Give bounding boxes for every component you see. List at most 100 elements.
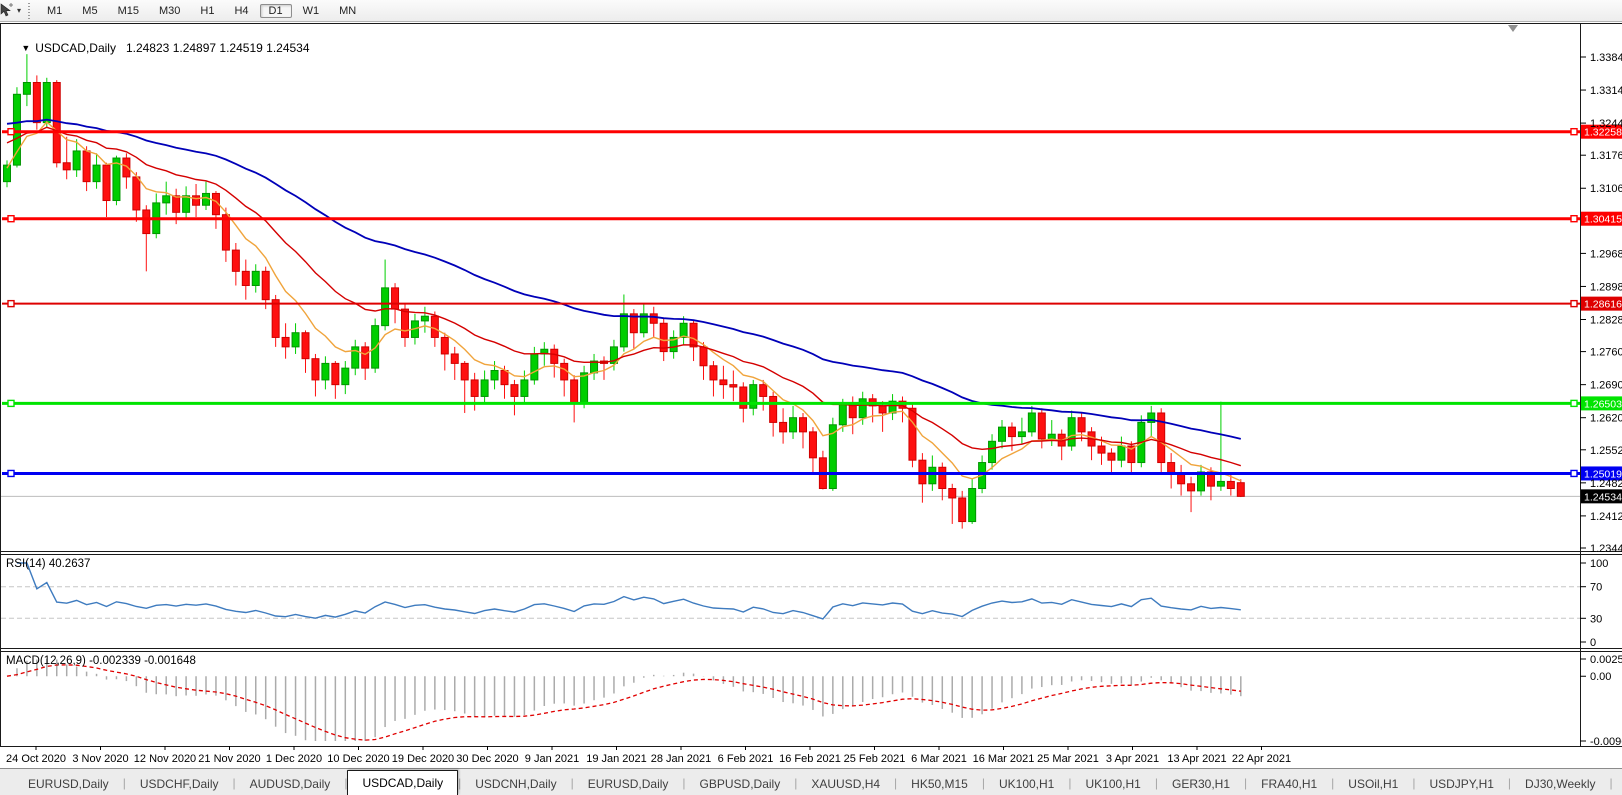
chart-tab-usdchf-daily[interactable]: USDCHF,Daily: [139, 777, 219, 791]
svg-text:100: 100: [1590, 558, 1608, 570]
hline-1.30415[interactable]: 1.30415: [2, 211, 1622, 226]
timeframe-button-d1[interactable]: D1: [259, 4, 292, 18]
svg-text:1.29680: 1.29680: [1590, 248, 1622, 260]
chart-tab-china300-h1[interactable]: CHINA300,H1: [1613, 774, 1622, 795]
timeframe-buttons: M1 M5 M15 M30 H1 H4 D1 W1 MN: [37, 1, 366, 20]
tab-separator: |: [1609, 776, 1613, 790]
ma-line-20[interactable]: [6, 126, 1242, 467]
macd-panel: 0.00258 0.00 -0.009687: [6, 654, 1622, 748]
svg-text:22 Apr 2021: 22 Apr 2021: [1232, 753, 1291, 765]
svg-text:1.33140: 1.33140: [1590, 85, 1622, 97]
svg-text:1.27600: 1.27600: [1590, 347, 1622, 359]
timeframe-button-mn[interactable]: MN: [339, 5, 357, 17]
chart-tab-gbpusd-daily[interactable]: GBPUSD,Daily: [699, 777, 781, 791]
svg-text:6 Feb 2021: 6 Feb 2021: [718, 753, 774, 765]
chart-tab-uk100-h1[interactable]: UK100,H1: [998, 777, 1055, 791]
svg-text:1.28980: 1.28980: [1590, 281, 1622, 293]
chart-tab-dj30-weekly[interactable]: DJ30,Weekly: [1525, 777, 1596, 791]
toolbar-grip-handle[interactable]: [27, 2, 33, 19]
tab-separator: |: [1068, 776, 1072, 790]
svg-text:70: 70: [1590, 582, 1602, 594]
svg-text:0.00258: 0.00258: [1590, 654, 1622, 666]
tab-separator: |: [1507, 776, 1512, 790]
chart-menu-caret-icon[interactable]: ▼: [21, 43, 31, 53]
hline-1.25019[interactable]: 1.25019: [2, 466, 1622, 481]
quote-high: 1.24897: [172, 41, 217, 55]
svg-text:9 Jan 2021: 9 Jan 2021: [525, 753, 579, 765]
macd-label: MACD(12,26,9) -0.002339 -0.001648: [6, 655, 196, 667]
tab-separator: |: [122, 776, 126, 790]
svg-text:3 Nov 2020: 3 Nov 2020: [72, 753, 128, 765]
price-axis[interactable]: 1.33840 1.33140 1.32440 1.31760 1.31060 1.296…: [1580, 52, 1622, 555]
svg-text:19 Jan 2021: 19 Jan 2021: [586, 753, 647, 765]
tab-separator: |: [458, 776, 462, 790]
quote-low: 1.24519: [219, 41, 263, 55]
chart-tab-ger30-h1[interactable]: GER30,H1: [1171, 777, 1231, 791]
quote-close: 1.24534: [266, 41, 310, 55]
svg-text:1.23440: 1.23440: [1590, 543, 1622, 555]
timeframe-button-h4[interactable]: H4: [234, 5, 249, 17]
svg-text:30 Dec 2020: 30 Dec 2020: [456, 753, 518, 765]
svg-text:10 Dec 2020: 10 Dec 2020: [327, 753, 389, 765]
tab-separator: |: [570, 776, 574, 790]
panel-borders: [0, 23, 1622, 747]
chart-tab-fra40-h1[interactable]: FRA40,H1: [1261, 777, 1318, 791]
tab-separator: |: [232, 776, 236, 790]
timeframe-button-h1[interactable]: H1: [200, 5, 215, 17]
timeframe-button-m30[interactable]: M30: [158, 5, 181, 17]
hline-1.28616[interactable]: 1.28616: [2, 296, 1622, 311]
time-axis[interactable]: 24 Oct 2020 3 Nov 2020 12 Nov 2020 21 Nov 2…: [6, 746, 1291, 765]
chart-tab-eurusd-daily[interactable]: EURUSD,Daily: [587, 777, 669, 791]
chart-canvas[interactable]: 1.322581.304151.286161.265031.250191.338…: [0, 22, 1622, 768]
hline-1.26503[interactable]: 1.26503: [2, 396, 1622, 411]
rsi-label: RSI(14) 40.2637: [6, 558, 91, 570]
chart-tab-eurusd-daily[interactable]: EURUSD,Daily: [28, 777, 109, 791]
timeframe-button-m5[interactable]: M5: [82, 5, 98, 17]
svg-text:12 Nov 2020: 12 Nov 2020: [134, 753, 196, 765]
chart-tab-uk100-h1[interactable]: UK100,H1: [1085, 777, 1141, 791]
chart-symbol-label: USDCAD,Daily: [35, 41, 116, 55]
svg-text:1.28616: 1.28616: [1584, 299, 1622, 311]
tab-separator: |: [1412, 776, 1416, 790]
svg-text:1.26503: 1.26503: [1584, 398, 1622, 410]
current-price-tag: 1.24534: [1581, 489, 1622, 504]
tab-separator: |: [1244, 776, 1248, 790]
chart-tab-xauusd-h4[interactable]: XAUUSD,H4: [811, 777, 881, 791]
timeframe-toolbar: ▾ M1 M5 M15 M30 H1 H4 D1 W1 MN: [0, 0, 1622, 22]
timeframe-button-m15[interactable]: M15: [117, 5, 139, 17]
chart-tab-usdcad-daily[interactable]: USDCAD,Daily: [347, 770, 459, 795]
svg-text:1.24120: 1.24120: [1590, 511, 1622, 523]
svg-text:1.24534: 1.24534: [1584, 491, 1622, 503]
chart-tab-usdcnh-daily[interactable]: USDCNH,Daily: [475, 777, 557, 791]
chart-tab-usdjpy-h1[interactable]: USDJPY,H1: [1429, 777, 1494, 791]
rsi-panel: 100 70 30 0: [1, 558, 1608, 649]
tab-separator: |: [344, 776, 348, 790]
svg-text:1.25520: 1.25520: [1590, 445, 1622, 457]
cursor-dropdown-caret-icon[interactable]: ▾: [17, 6, 22, 15]
tab-separator: |: [981, 776, 985, 790]
svg-text:1.32440: 1.32440: [1590, 118, 1622, 130]
chart-tab-usoil-h1[interactable]: USOil,H1: [1348, 777, 1399, 791]
crosshair-cursor-icon[interactable]: [0, 2, 16, 20]
candlestick-series: [3, 54, 1245, 529]
svg-text:21 Nov 2020: 21 Nov 2020: [198, 753, 260, 765]
timeframe-button-w1[interactable]: W1: [302, 5, 320, 17]
tab-separator: |: [894, 776, 898, 790]
svg-text:1.31060: 1.31060: [1590, 183, 1622, 195]
svg-text:30: 30: [1590, 613, 1602, 625]
tab-separator: |: [1154, 776, 1158, 790]
svg-text:24 Oct 2020: 24 Oct 2020: [6, 753, 66, 765]
hline-1.32258[interactable]: 1.32258: [2, 124, 1622, 139]
chart-tab-audusd-daily[interactable]: AUDUSD,Daily: [249, 777, 331, 791]
chart-tab-hk50-m15[interactable]: HK50,M15: [911, 777, 968, 791]
svg-text:1.26900: 1.26900: [1590, 380, 1622, 392]
chart-header: ▼ USDCAD,Daily 1.24823 1.24897 1.24519 1.2…: [8, 27, 310, 69]
timeframe-button-m1[interactable]: M1: [47, 5, 63, 17]
svg-text:1.24820: 1.24820: [1590, 478, 1622, 490]
ma-line-50[interactable]: [6, 118, 1242, 440]
quote-open: 1.24823: [125, 41, 170, 55]
tab-separator: |: [794, 776, 798, 790]
svg-text:25 Mar 2021: 25 Mar 2021: [1037, 753, 1099, 765]
chart-shift-marker-icon: [1508, 25, 1518, 32]
svg-text:16 Feb 2021: 16 Feb 2021: [779, 753, 841, 765]
